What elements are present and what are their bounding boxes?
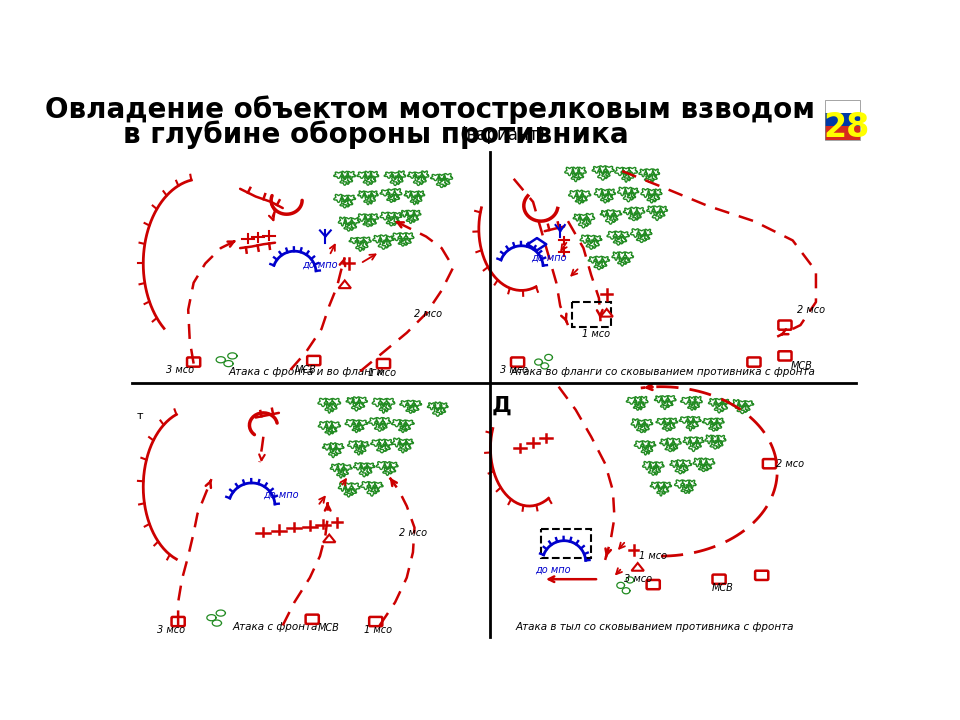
Text: Д: Д — [492, 396, 512, 416]
Text: до мпо: до мпо — [263, 490, 299, 500]
Text: до мпо: до мпо — [531, 252, 566, 262]
Text: 28: 28 — [824, 111, 870, 144]
Text: Атака с фронта и во фланги: Атака с фронта и во фланги — [228, 367, 384, 377]
Text: 2 мсо: 2 мсо — [399, 528, 427, 538]
Text: т: т — [137, 411, 144, 421]
Bar — [826, 113, 860, 127]
Text: МСВ: МСВ — [295, 365, 316, 374]
Bar — [572, 302, 611, 327]
Text: Атака во фланги со сковыванием противника с фронта: Атака во фланги со сковыванием противник… — [510, 367, 815, 377]
Text: 3 мсо: 3 мсо — [157, 625, 185, 635]
Bar — [826, 127, 860, 140]
Text: 3 мсо: 3 мсо — [500, 365, 528, 374]
Bar — [826, 100, 860, 113]
Text: Атака в тыл со сковыванием противника с фронта: Атака в тыл со сковыванием противника с … — [516, 621, 794, 631]
Text: 1 мсо: 1 мсо — [639, 551, 667, 561]
Bar — [540, 529, 591, 559]
Text: 3 мсо: 3 мсо — [166, 365, 195, 374]
Bar — [826, 100, 860, 140]
Text: Овладение объектом мотострелковым взводом: Овладение объектом мотострелковым взводо… — [45, 95, 815, 124]
Text: 3 мсо: 3 мсо — [624, 574, 652, 584]
Text: (вариант): (вариант) — [455, 126, 544, 144]
Text: 2 мсо: 2 мсо — [797, 305, 825, 315]
Text: 1 мсо: 1 мсо — [582, 329, 610, 339]
Text: 1 мсо: 1 мсо — [368, 368, 396, 378]
Text: МСВ: МСВ — [791, 361, 813, 371]
Text: до мпо: до мпо — [536, 565, 571, 575]
Text: 1 мсо: 1 мсо — [364, 625, 393, 635]
Text: 2 мсо: 2 мсо — [776, 459, 804, 469]
Text: в глубине обороны противника: в глубине обороны противника — [123, 120, 629, 149]
Text: МСВ: МСВ — [318, 624, 340, 634]
Text: до мпо: до мпо — [302, 260, 338, 270]
Text: Атака с фронта: Атака с фронта — [232, 621, 318, 631]
Text: МСВ: МСВ — [711, 583, 733, 593]
Text: 2 мсо: 2 мсо — [415, 309, 443, 318]
